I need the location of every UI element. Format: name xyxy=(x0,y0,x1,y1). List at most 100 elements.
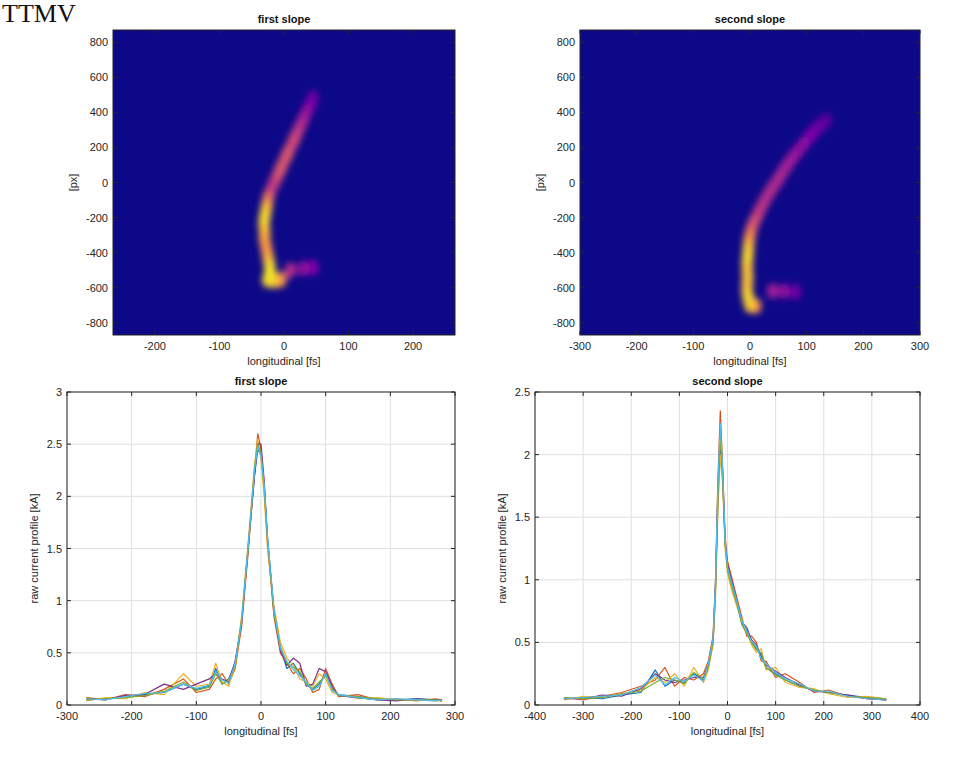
tick-mark xyxy=(916,392,920,393)
series-line xyxy=(86,434,442,701)
header: TTMV xyxy=(2,0,76,28)
tick-mark xyxy=(451,147,455,148)
series-line xyxy=(564,411,886,700)
data-group xyxy=(580,30,920,335)
grid-line xyxy=(631,392,632,705)
tick-label: 400 xyxy=(911,710,929,722)
tick-label: 2 xyxy=(56,490,62,502)
panel: -300-200-1000100200300-800-600-400-20002… xyxy=(534,13,929,367)
tick-label: 0 xyxy=(102,177,108,189)
tick-label: 200 xyxy=(90,141,108,153)
tick-mark xyxy=(451,444,455,445)
tick-mark xyxy=(535,701,536,705)
grid-line xyxy=(535,454,920,455)
tick-label: -300 xyxy=(569,340,591,352)
tick-mark xyxy=(451,217,455,218)
series-line xyxy=(564,423,886,700)
tick-mark xyxy=(261,701,262,705)
tick-label: 800 xyxy=(90,36,108,48)
tick-mark xyxy=(131,392,132,396)
heatmap-cell xyxy=(259,210,271,226)
tick-mark xyxy=(679,392,680,396)
tick-mark xyxy=(219,30,220,34)
tick-mark xyxy=(580,30,581,34)
tick-mark xyxy=(196,701,197,705)
tick-label: 0 xyxy=(524,699,530,711)
tick-mark xyxy=(916,517,920,518)
tick-mark xyxy=(390,392,391,396)
tick-mark xyxy=(113,112,117,113)
tick-mark xyxy=(631,701,632,705)
axis-title: [px] xyxy=(534,174,546,192)
tick-label: 200 xyxy=(404,340,422,352)
tick-label: 0 xyxy=(56,699,62,711)
plot-area xyxy=(113,30,455,335)
tick-mark xyxy=(451,705,455,706)
tick-label: -400 xyxy=(553,247,575,259)
tick-mark xyxy=(154,331,155,335)
tick-label: -200 xyxy=(121,710,143,722)
tick-mark xyxy=(916,42,920,43)
series-line xyxy=(86,444,442,701)
tick-label: -200 xyxy=(86,212,108,224)
grid-line xyxy=(67,600,455,601)
tick-mark xyxy=(916,579,920,580)
plot-area xyxy=(535,392,920,705)
tick-mark xyxy=(348,331,349,335)
tick-label: -100 xyxy=(668,710,690,722)
tick-label: 3 xyxy=(56,386,62,398)
tick-label: 200 xyxy=(815,710,833,722)
grid-line xyxy=(67,496,455,497)
tick-label: 2.5 xyxy=(515,386,530,398)
tick-mark xyxy=(451,42,455,43)
heatmap-cell xyxy=(284,262,296,278)
figure: TTMV-200-1000100200-800-600-400-20002004… xyxy=(0,0,972,758)
tick-label: -200 xyxy=(626,340,648,352)
panel: -400-300-200-100010020030040000.511.522.… xyxy=(496,375,929,737)
tick-mark xyxy=(920,392,921,396)
grid-line xyxy=(679,392,680,705)
tick-mark xyxy=(451,392,455,393)
tick-mark xyxy=(823,701,824,705)
tick-mark xyxy=(451,252,455,253)
tick-label: 0 xyxy=(747,340,753,352)
tick-mark xyxy=(580,331,581,335)
plot-area xyxy=(580,30,920,335)
tick-label: -100 xyxy=(208,340,230,352)
tick-mark xyxy=(113,147,117,148)
grid-line xyxy=(775,392,776,705)
tick-mark xyxy=(916,147,920,148)
tick-label: 0 xyxy=(281,340,287,352)
tick-label: 200 xyxy=(854,340,872,352)
tick-mark xyxy=(916,112,920,113)
tick-mark xyxy=(455,701,456,705)
tick-mark xyxy=(580,112,584,113)
axis-title: longitudinal [fs] xyxy=(691,725,764,737)
grid-line xyxy=(823,392,824,705)
tick-mark xyxy=(580,77,584,78)
tick-mark xyxy=(219,331,220,335)
series-line xyxy=(564,455,886,700)
tick-mark xyxy=(113,252,117,253)
tick-mark xyxy=(67,600,71,601)
tick-mark xyxy=(916,252,920,253)
tick-label: 600 xyxy=(90,71,108,83)
tick-mark xyxy=(284,30,285,34)
tick-mark xyxy=(871,701,872,705)
tick-mark xyxy=(636,331,637,335)
tick-mark xyxy=(113,287,117,288)
tick-mark xyxy=(67,444,71,445)
tick-label: 200 xyxy=(381,710,399,722)
grid-line xyxy=(535,642,920,643)
heatmap-cell xyxy=(264,266,276,282)
tick-mark xyxy=(863,331,864,335)
tick-mark xyxy=(451,182,455,183)
heatmap-blobs xyxy=(258,90,319,288)
chart-title: first slope xyxy=(258,13,311,25)
tick-mark xyxy=(67,392,71,393)
tick-mark xyxy=(750,30,751,34)
tick-mark xyxy=(583,701,584,705)
tick-mark xyxy=(348,30,349,34)
tick-label: -200 xyxy=(620,710,642,722)
tick-mark xyxy=(636,30,637,34)
